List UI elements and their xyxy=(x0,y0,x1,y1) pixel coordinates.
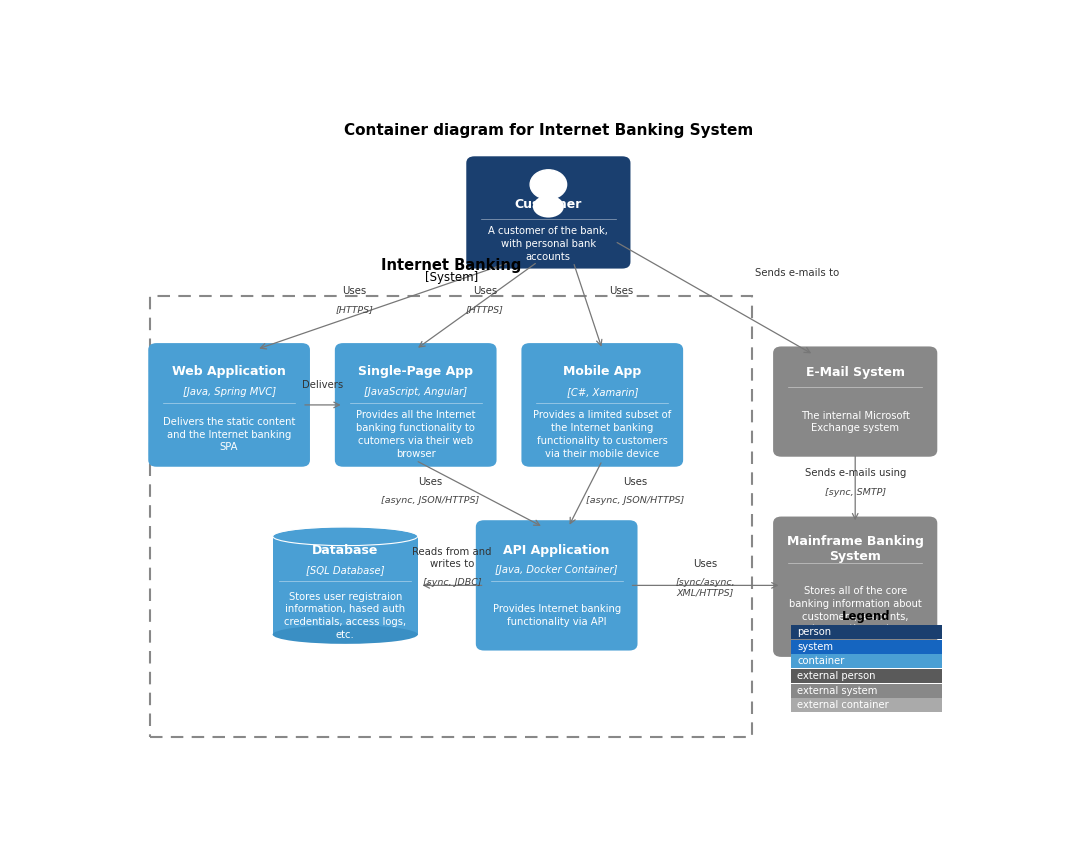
Text: Uses: Uses xyxy=(417,477,442,487)
Text: Stores all of the core
banking information about
customers, accounts,
transactio: Stores all of the core banking informati… xyxy=(789,586,921,635)
Text: external system: external system xyxy=(797,686,877,695)
Text: [System]: [System] xyxy=(425,271,478,284)
Text: [JavaScript, Angular]: [JavaScript, Angular] xyxy=(364,387,468,397)
Text: Internet Banking: Internet Banking xyxy=(381,258,521,273)
FancyBboxPatch shape xyxy=(149,343,310,467)
Text: Reads from and
writes to: Reads from and writes to xyxy=(412,547,492,569)
Text: Sends e-mails to: Sends e-mails to xyxy=(755,268,839,278)
Text: Sends e-mails using: Sends e-mails using xyxy=(805,469,906,478)
Text: Mainframe Banking
System: Mainframe Banking System xyxy=(786,535,923,562)
Text: [Java, Docker Container]: [Java, Docker Container] xyxy=(495,565,617,575)
Text: [async, JSON/HTTPS]: [async, JSON/HTTPS] xyxy=(586,496,684,505)
FancyBboxPatch shape xyxy=(476,520,638,650)
Text: [Java, Spring MVC]: [Java, Spring MVC] xyxy=(183,387,276,397)
Text: Delivers: Delivers xyxy=(302,380,343,391)
Ellipse shape xyxy=(273,625,417,644)
Text: person: person xyxy=(797,627,831,637)
Text: [sync, SMTP]: [sync, SMTP] xyxy=(825,488,886,496)
Text: Database: Database xyxy=(312,543,379,556)
Text: [HTTPS]: [HTTPS] xyxy=(336,305,373,314)
Text: Single-Page App: Single-Page App xyxy=(358,365,473,378)
Bar xyxy=(791,625,943,639)
Text: Uses: Uses xyxy=(623,477,647,487)
Bar xyxy=(791,640,943,654)
Text: Container diagram for Internet Banking System: Container diagram for Internet Banking S… xyxy=(343,123,753,138)
Text: [C#, Xamarin]: [C#, Xamarin] xyxy=(566,387,638,397)
Text: Provides a limited subset of
the Internet banking
functionality to customers
via: Provides a limited subset of the Interne… xyxy=(533,411,671,459)
Text: Provides Internet banking
functionality via API: Provides Internet banking functionality … xyxy=(492,604,621,628)
Text: system: system xyxy=(797,641,834,652)
Text: Stores user registraion
information, hased auth
credentials, access logs,
etc.: Stores user registraion information, has… xyxy=(285,592,407,640)
Bar xyxy=(791,669,943,683)
Ellipse shape xyxy=(533,195,564,218)
Text: Mobile App: Mobile App xyxy=(563,365,641,378)
Text: Provides all the Internet
banking functionality to
cutomers via their web
browse: Provides all the Internet banking functi… xyxy=(356,411,475,459)
Text: [sync, JDBC]: [sync, JDBC] xyxy=(423,578,482,587)
Text: container: container xyxy=(797,656,844,667)
Ellipse shape xyxy=(273,527,417,546)
Bar xyxy=(791,699,943,713)
Text: [sync/async,
XML/HTTPS]: [sync/async, XML/HTTPS] xyxy=(676,578,735,597)
Text: [async, JSON/HTTPS]: [async, JSON/HTTPS] xyxy=(381,496,479,505)
FancyBboxPatch shape xyxy=(521,343,683,467)
Text: Uses: Uses xyxy=(609,286,633,296)
Text: external container: external container xyxy=(797,700,889,710)
Bar xyxy=(791,654,943,668)
FancyBboxPatch shape xyxy=(335,343,496,467)
Circle shape xyxy=(530,170,567,199)
Text: [SQL Database]: [SQL Database] xyxy=(306,565,384,575)
Text: Uses: Uses xyxy=(473,286,498,296)
Text: Web Application: Web Application xyxy=(172,365,286,378)
Text: [HTTPS]: [HTTPS] xyxy=(467,305,504,314)
Text: API Application: API Application xyxy=(503,543,610,556)
Text: Uses: Uses xyxy=(342,286,367,296)
Bar xyxy=(273,536,417,635)
Text: E-Mail System: E-Mail System xyxy=(806,366,905,379)
Text: Legend: Legend xyxy=(842,610,890,623)
Bar xyxy=(791,684,943,698)
Bar xyxy=(150,296,751,737)
Text: Uses: Uses xyxy=(693,559,718,569)
FancyBboxPatch shape xyxy=(774,346,937,457)
Text: Customer: Customer xyxy=(515,198,582,211)
Text: The internal Microsoft
Exchange system: The internal Microsoft Exchange system xyxy=(800,411,910,433)
FancyBboxPatch shape xyxy=(774,516,937,657)
FancyBboxPatch shape xyxy=(467,156,630,268)
Text: Delivers the static content
and the Internet banking
SPA: Delivers the static content and the Inte… xyxy=(163,417,295,452)
Text: A customer of the bank,
with personal bank
accounts: A customer of the bank, with personal ba… xyxy=(488,226,609,261)
Text: external person: external person xyxy=(797,671,875,681)
